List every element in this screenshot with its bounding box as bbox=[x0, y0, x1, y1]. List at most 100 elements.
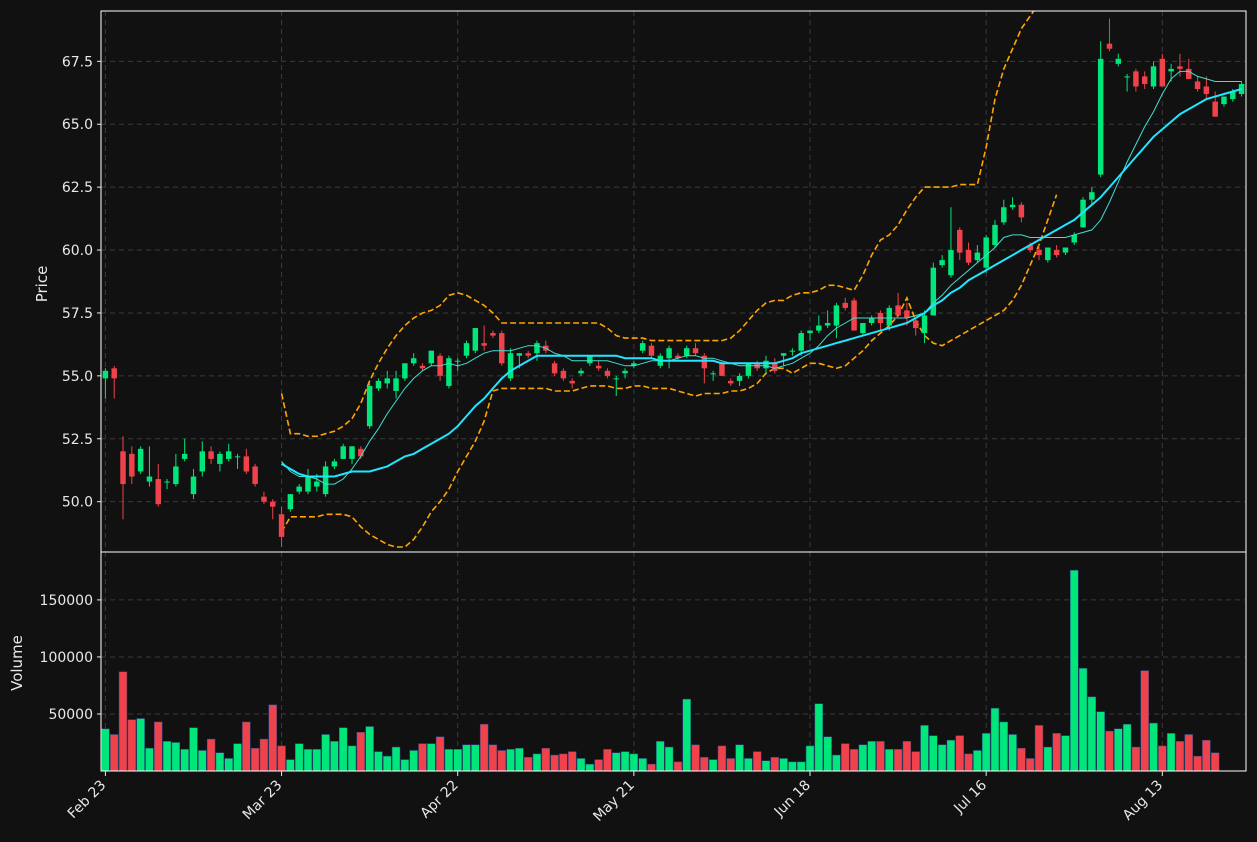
candle-down bbox=[261, 496, 267, 502]
volume-bar-up bbox=[294, 743, 304, 771]
volume-bar-up bbox=[506, 749, 515, 771]
volume-bar-down bbox=[1131, 746, 1141, 771]
volume-bar-up bbox=[981, 733, 991, 771]
candle-up bbox=[314, 481, 320, 487]
candle-down bbox=[1133, 71, 1139, 87]
volume-bar-up bbox=[973, 750, 982, 771]
candle-up bbox=[454, 360, 461, 362]
volume-bar-up bbox=[1070, 570, 1079, 771]
volume-bar-down bbox=[1193, 755, 1202, 771]
volume-bar-down bbox=[488, 744, 498, 771]
candle-up bbox=[992, 224, 998, 246]
candle-down bbox=[912, 320, 919, 329]
volume-bar-down bbox=[955, 735, 964, 771]
slow-moving-average-line bbox=[281, 88, 1242, 478]
volume-bar-up bbox=[303, 749, 313, 771]
volume-bar-down bbox=[700, 757, 709, 771]
volume-bar-up bbox=[929, 735, 938, 771]
volume-bar-down bbox=[1025, 758, 1035, 771]
volume-bar-up bbox=[383, 755, 392, 771]
lower-band-line bbox=[280, 194, 1058, 548]
volume-bar-down bbox=[1158, 745, 1167, 771]
candle-down bbox=[895, 305, 901, 316]
candle-down bbox=[278, 514, 285, 537]
candle-down bbox=[358, 448, 364, 457]
candle-up bbox=[507, 353, 514, 379]
candle-down bbox=[1018, 204, 1025, 218]
candle-up bbox=[622, 370, 628, 374]
candle-down bbox=[1186, 68, 1192, 79]
volume-bar-up bbox=[444, 749, 454, 771]
candle-up bbox=[587, 355, 593, 364]
volume-bar-up bbox=[365, 726, 374, 771]
candle-up bbox=[1089, 192, 1095, 200]
volume-bar-down bbox=[418, 743, 427, 771]
candle-up bbox=[763, 360, 769, 369]
volume-bar-up bbox=[708, 759, 718, 771]
volume-bar-down bbox=[1052, 733, 1061, 771]
candle-up bbox=[807, 330, 813, 334]
volume-bar-up bbox=[330, 741, 339, 771]
volume-bar-up bbox=[198, 750, 207, 771]
price-tick-label: 60.0 bbox=[62, 243, 93, 259]
candle-up bbox=[1221, 96, 1227, 105]
candle-up bbox=[921, 315, 928, 334]
candle-up bbox=[789, 350, 796, 352]
candle-down bbox=[1141, 76, 1148, 84]
candle-up bbox=[798, 333, 804, 351]
candle-down bbox=[252, 466, 258, 485]
volume-bar-up bbox=[744, 758, 753, 771]
volume-bar-down bbox=[1105, 730, 1114, 771]
candle-down bbox=[675, 355, 681, 359]
candle-up bbox=[234, 456, 241, 458]
volume-bar-down bbox=[259, 738, 269, 771]
candle-up bbox=[164, 481, 170, 483]
candle-down bbox=[560, 370, 567, 379]
candle-up bbox=[190, 476, 197, 495]
candle-up bbox=[666, 348, 672, 359]
volume-bar-up bbox=[823, 736, 832, 771]
volume-panel-frame bbox=[100, 551, 1247, 772]
volume-bar-up bbox=[620, 751, 630, 771]
candle-up bbox=[225, 451, 232, 459]
candle-up bbox=[366, 385, 373, 427]
volume-bar-up bbox=[321, 734, 330, 771]
price-tick-label: 57.5 bbox=[62, 306, 93, 322]
volume-bar-up bbox=[999, 721, 1009, 771]
candle-down bbox=[719, 363, 725, 376]
candle-down bbox=[481, 343, 487, 346]
candle-down bbox=[1159, 58, 1166, 87]
volume-bar-down bbox=[594, 759, 603, 771]
volume-bar-down bbox=[497, 750, 506, 771]
volume-bar-up bbox=[735, 744, 744, 771]
volume-bar-up bbox=[515, 747, 524, 771]
volume-bar-up bbox=[761, 760, 771, 771]
candle-up bbox=[410, 358, 417, 364]
volume-bar-up bbox=[1166, 733, 1176, 771]
candle-up bbox=[199, 451, 206, 472]
volume-bar-down bbox=[603, 749, 612, 771]
volume-bar-down bbox=[647, 763, 656, 771]
candle-up bbox=[578, 370, 584, 374]
price-axis-label: Price bbox=[33, 266, 51, 303]
volume-bar-down bbox=[1210, 752, 1220, 771]
volume-bar-up bbox=[937, 744, 947, 771]
candle-up bbox=[340, 446, 346, 459]
volume-bar-down bbox=[841, 743, 850, 771]
volume-bar-down bbox=[277, 745, 286, 771]
volume-bar-down bbox=[1140, 670, 1149, 771]
volume-bar-up bbox=[656, 741, 665, 771]
volume-bar-up bbox=[788, 761, 797, 771]
candle-up bbox=[181, 453, 188, 459]
volume-bar-up bbox=[576, 758, 586, 771]
candle-up bbox=[472, 328, 479, 351]
volume-bar-up bbox=[1061, 735, 1070, 771]
candle-down bbox=[904, 310, 910, 318]
volume-bar-up bbox=[162, 741, 172, 771]
candle-down bbox=[851, 300, 857, 331]
candle-down bbox=[1212, 101, 1218, 117]
volume-axis-label: Volume bbox=[8, 635, 26, 691]
candle-up bbox=[1230, 91, 1236, 100]
